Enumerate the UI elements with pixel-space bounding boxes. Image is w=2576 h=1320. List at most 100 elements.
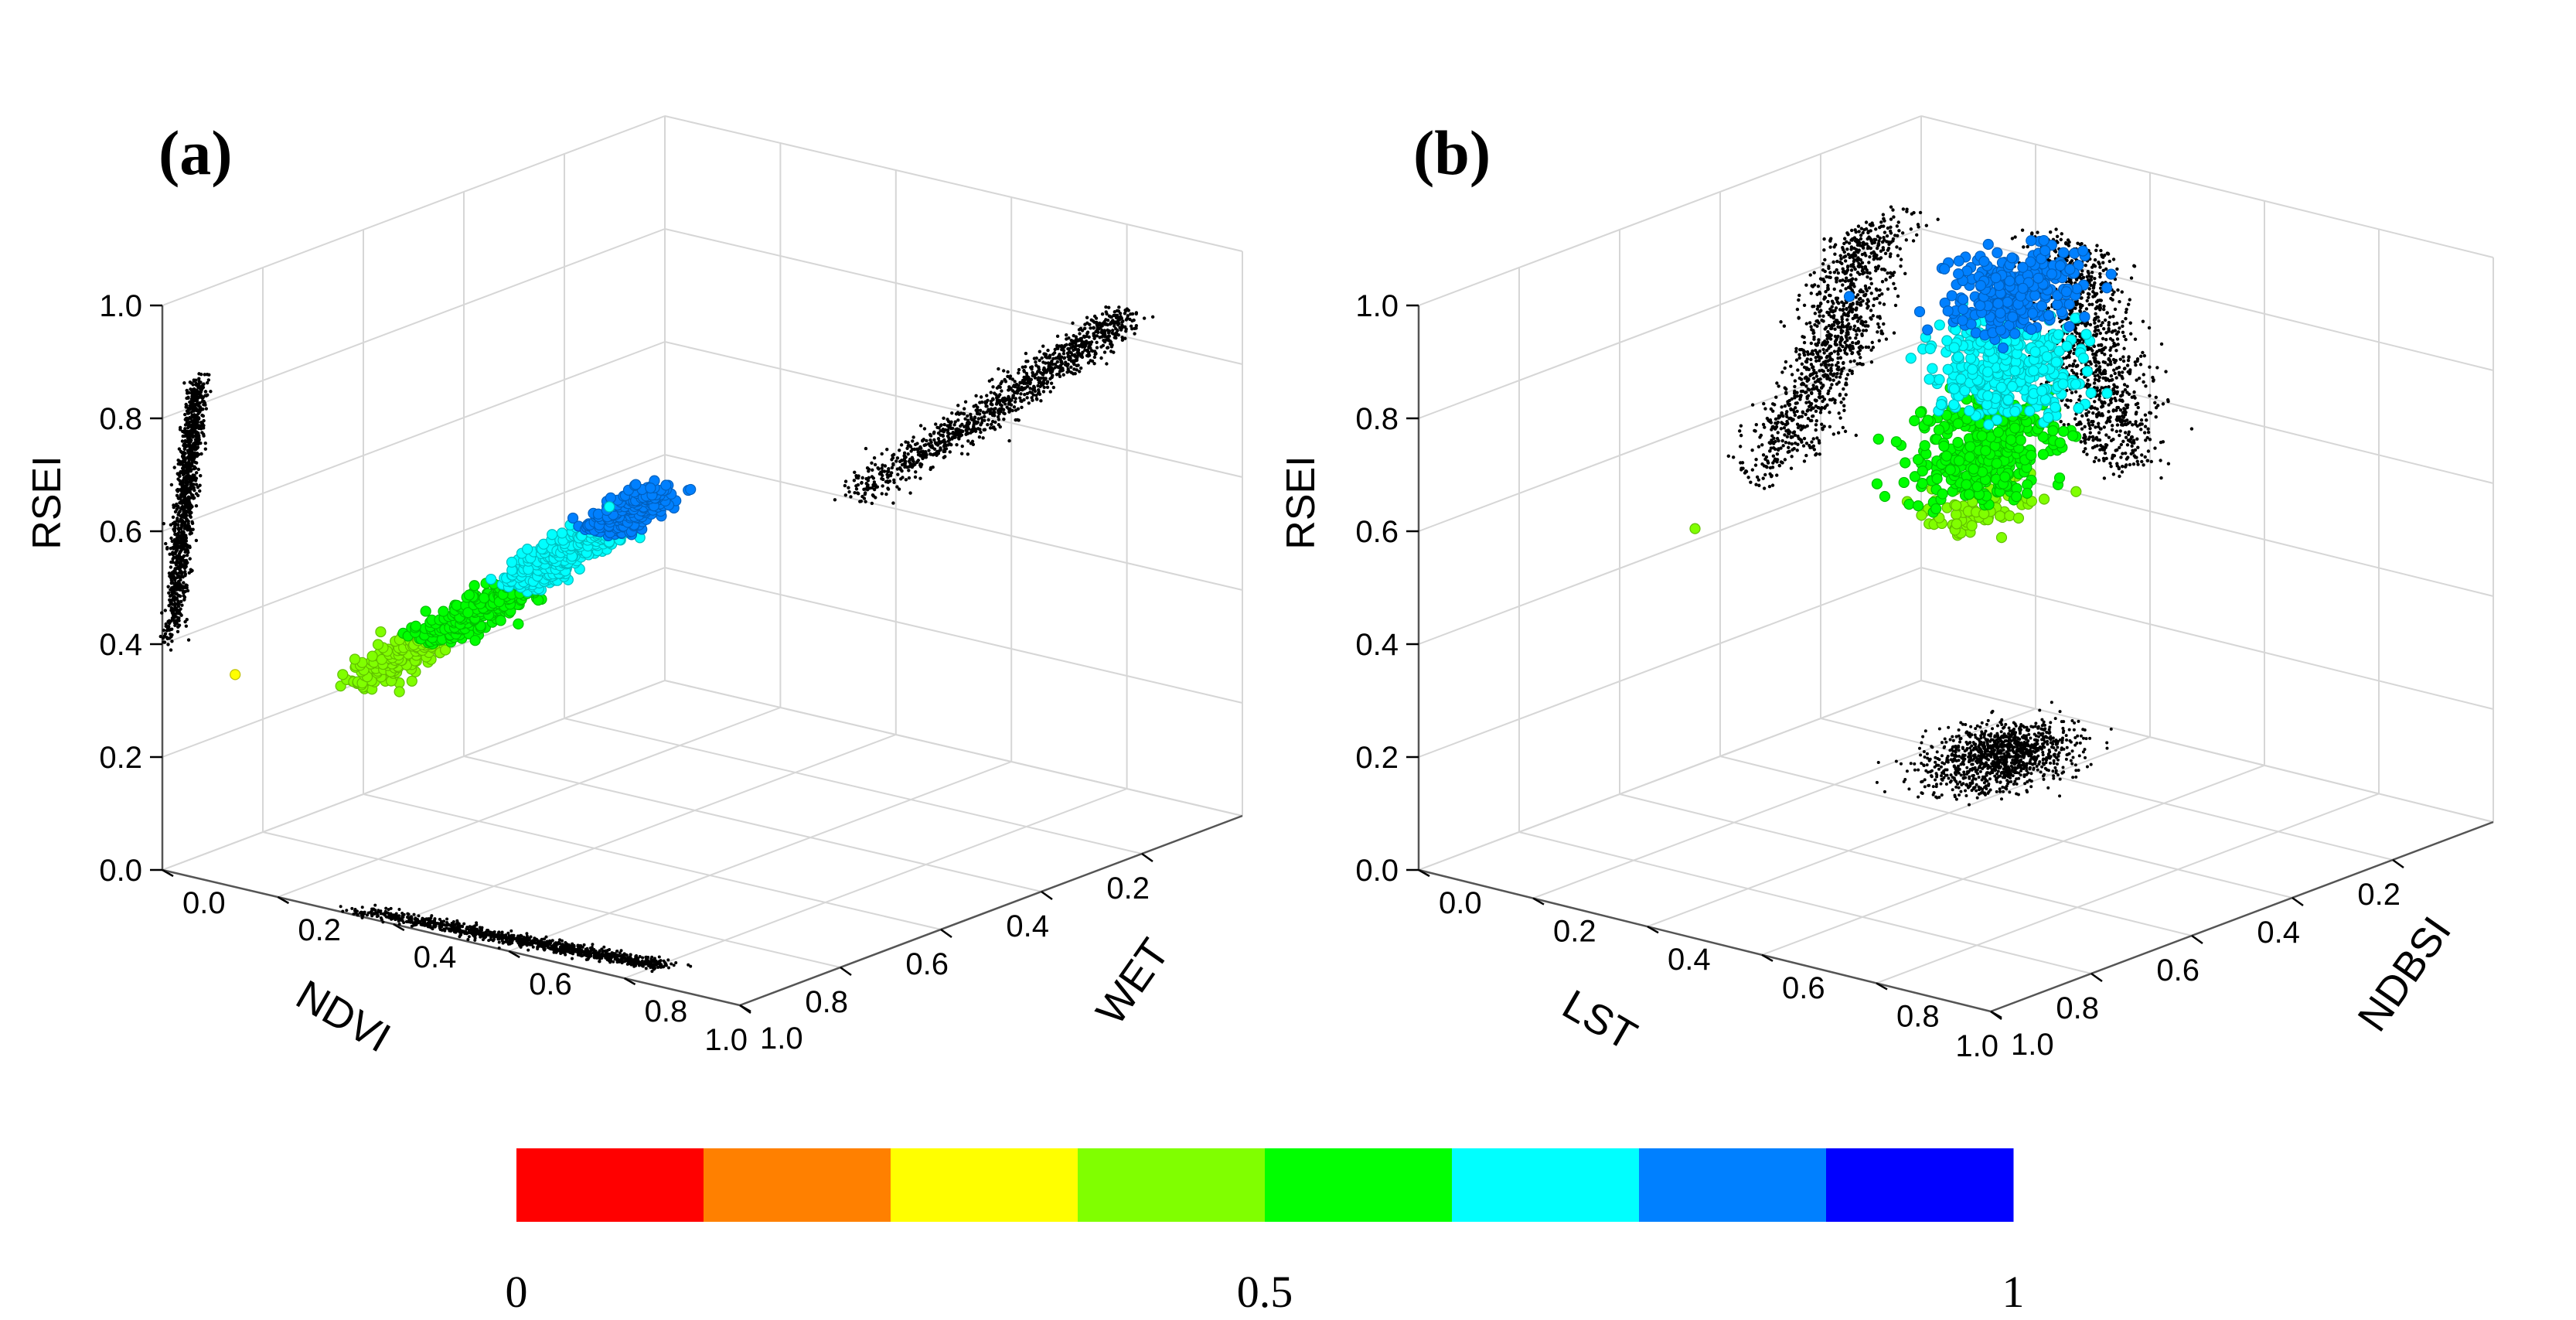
projection-point (1002, 411, 1006, 415)
projection-point (1021, 365, 1025, 369)
projection-point (1107, 314, 1112, 318)
projection-point (849, 495, 853, 499)
projection-point (166, 643, 170, 646)
projection-point (1039, 376, 1043, 380)
projection-point (429, 926, 433, 929)
projection-point (955, 442, 959, 447)
projection-point (173, 568, 177, 572)
data-point (372, 639, 384, 650)
projection-point (921, 452, 925, 456)
projection-point (171, 560, 175, 564)
projection-point (1003, 396, 1007, 401)
data-point (630, 479, 642, 490)
projection-point (1776, 431, 1780, 435)
projection-point (1078, 370, 1082, 373)
projection-point (951, 431, 955, 435)
projection-point (1072, 367, 1076, 371)
projection-point (969, 428, 973, 432)
projection-point (612, 960, 615, 964)
projection-point (1813, 322, 1817, 327)
projection-point (1889, 205, 1893, 209)
projection-point (1071, 321, 1075, 326)
data-point (522, 544, 533, 555)
projection-point (1822, 237, 1826, 241)
projection-point (570, 949, 574, 953)
projection-point (625, 953, 629, 957)
projection-point (1106, 305, 1111, 309)
projection-point (2124, 435, 2128, 439)
projection-point (190, 394, 194, 398)
projection-point (1925, 752, 1929, 756)
projection-point (165, 547, 169, 551)
projection-point (1019, 399, 1023, 403)
projection-point (666, 958, 670, 962)
projection-point (1116, 319, 1120, 322)
projection-point (179, 564, 182, 569)
projection-point (873, 462, 877, 467)
projection-point (169, 599, 173, 602)
projection-point (203, 447, 208, 451)
data-point (406, 675, 417, 687)
projection-point (501, 941, 505, 945)
projection-point (162, 521, 165, 526)
projection-point (183, 412, 187, 417)
projection-point (199, 391, 203, 394)
projection-point (1832, 287, 1836, 292)
projection-point (345, 909, 349, 912)
projection-point (186, 451, 191, 455)
projection-point (1771, 454, 1776, 458)
projection-point (520, 934, 523, 938)
projection-point (186, 431, 190, 435)
projection-point (957, 437, 961, 441)
projection-point (843, 483, 847, 488)
projection-point (615, 950, 618, 953)
projection-point (1069, 365, 1073, 370)
projection-point (170, 616, 175, 620)
projection-point (560, 939, 564, 943)
projection-point (1066, 352, 1070, 356)
projection-point (1818, 314, 1821, 318)
projection-point (956, 418, 960, 422)
gridline (363, 793, 942, 930)
projection-point (1104, 318, 1108, 322)
projection-point (937, 449, 941, 453)
projection-point (561, 949, 564, 953)
projection-point (1931, 785, 1935, 789)
projection-point (996, 414, 1000, 419)
projection-point (593, 953, 597, 957)
projection-point (930, 444, 934, 448)
gridline (664, 115, 1243, 252)
x-tick-label: 0.4 (1006, 909, 1049, 943)
projection-point (843, 493, 848, 497)
projection-point (978, 408, 983, 413)
projection-point (862, 496, 867, 500)
projection-point (162, 640, 167, 644)
projection-point (1763, 407, 1767, 411)
gridline (162, 680, 666, 871)
projection-point (537, 940, 541, 944)
projection-point (986, 418, 990, 422)
projection-point (198, 489, 202, 493)
projection-point (1034, 363, 1038, 367)
projection-point (974, 394, 978, 398)
gridline (393, 734, 897, 925)
projection-point (582, 943, 586, 947)
projection-point (1059, 360, 1064, 363)
projection-point (180, 500, 184, 504)
projection-point (1042, 352, 1046, 356)
projection-point (1103, 339, 1108, 343)
projection-point (176, 527, 181, 531)
projection-point (339, 905, 342, 909)
projection-point (902, 454, 906, 458)
projection-point (1102, 329, 1106, 333)
projection-point (206, 378, 211, 382)
projection-point (2040, 765, 2044, 769)
panel-a-zlabel: RSEI (25, 455, 70, 549)
data-point (463, 589, 475, 601)
projection-point (1051, 356, 1055, 361)
projection-point (1013, 400, 1017, 404)
projection-point (180, 493, 184, 496)
gridline (1518, 831, 2092, 974)
projection-point (169, 619, 173, 623)
